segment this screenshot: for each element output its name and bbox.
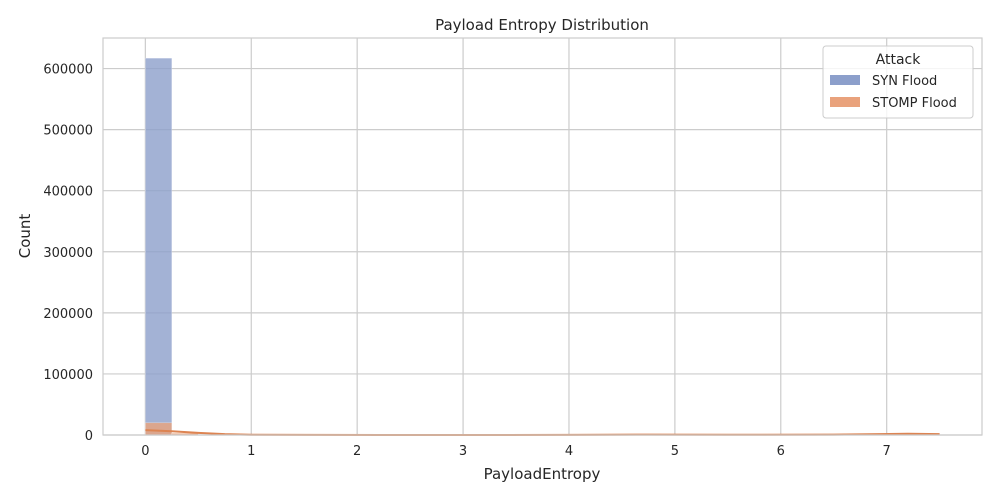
x-tick-label: 5 (671, 444, 679, 459)
legend-title: Attack (876, 52, 922, 68)
y-tick-label: 400000 (43, 185, 93, 200)
x-tick-label: 3 (459, 444, 467, 459)
legend-label-stomp-flood: STOMP Flood (872, 96, 957, 111)
legend-box (822, 45, 974, 119)
legend-label-syn-flood: SYN Flood (872, 74, 937, 89)
x-tick-label: 6 (777, 444, 785, 459)
x-axis: 0 1 2 3 4 5 6 7 (141, 444, 891, 459)
y-axis-label: Count (16, 214, 34, 259)
y-axis: 0 100000 200000 300000 400000 500000 600000 (43, 63, 93, 444)
x-tick-label: 2 (353, 444, 361, 459)
y-tick-label: 600000 (43, 63, 93, 78)
y-tick-label: 200000 (43, 307, 93, 322)
y-tick-label: 300000 (43, 246, 93, 261)
y-tick-label: 0 (85, 429, 93, 444)
x-tick-label: 0 (141, 444, 149, 459)
chart-title: Payload Entropy Distribution (435, 16, 649, 34)
x-tick-label: 7 (883, 444, 891, 459)
x-axis-label: PayloadEntropy (484, 465, 601, 483)
x-tick-label: 1 (247, 444, 255, 459)
legend-swatch-syn-flood (830, 75, 860, 85)
legend: Attack SYN Flood STOMP Flood (822, 45, 974, 119)
legend-swatch-stomp-flood (830, 97, 860, 107)
bar-stomp-flood (145, 422, 173, 436)
plot-frame (102, 37, 983, 436)
x-tick-label: 4 (565, 444, 573, 459)
y-tick-label: 500000 (43, 124, 93, 139)
bar-syn-flood (145, 57, 173, 436)
y-tick-label: 100000 (43, 368, 93, 383)
